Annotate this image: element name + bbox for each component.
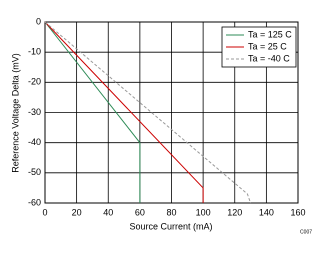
y-axis-label: Reference Voltage Delta (mV): [10, 53, 20, 173]
annotation: C007: [300, 229, 312, 235]
legend-label: Ta = 25 C: [248, 41, 287, 51]
series-line: [44, 21, 141, 203]
y-tick-label: -20: [28, 77, 41, 87]
x-tick-label: 0: [42, 207, 47, 217]
x-tick-label: 40: [103, 207, 113, 217]
legend-label: Ta = -40 C: [248, 53, 290, 63]
x-tick-label: 60: [135, 207, 145, 217]
y-tick-label: -40: [28, 137, 41, 147]
x-tick-label: 120: [227, 207, 242, 217]
x-axis-label: Source Current (mA): [129, 221, 212, 231]
y-tick-label: 0: [36, 16, 41, 26]
plot-frame: [44, 21, 299, 204]
series-line: [44, 21, 204, 203]
x-tick-label: 160: [290, 207, 305, 217]
x-tick-label: 80: [166, 207, 176, 217]
series-line: [44, 21, 252, 204]
y-tick-label: -30: [28, 107, 41, 117]
x-tick-label: 100: [196, 207, 211, 217]
y-tick-label: -60: [28, 197, 41, 207]
legend-label: Ta = 125 C: [248, 29, 292, 39]
y-tick-label: -50: [28, 167, 41, 177]
x-tick-label: 140: [259, 207, 274, 217]
y-tick-label: -10: [28, 47, 41, 57]
x-tick-label: 20: [72, 207, 82, 217]
